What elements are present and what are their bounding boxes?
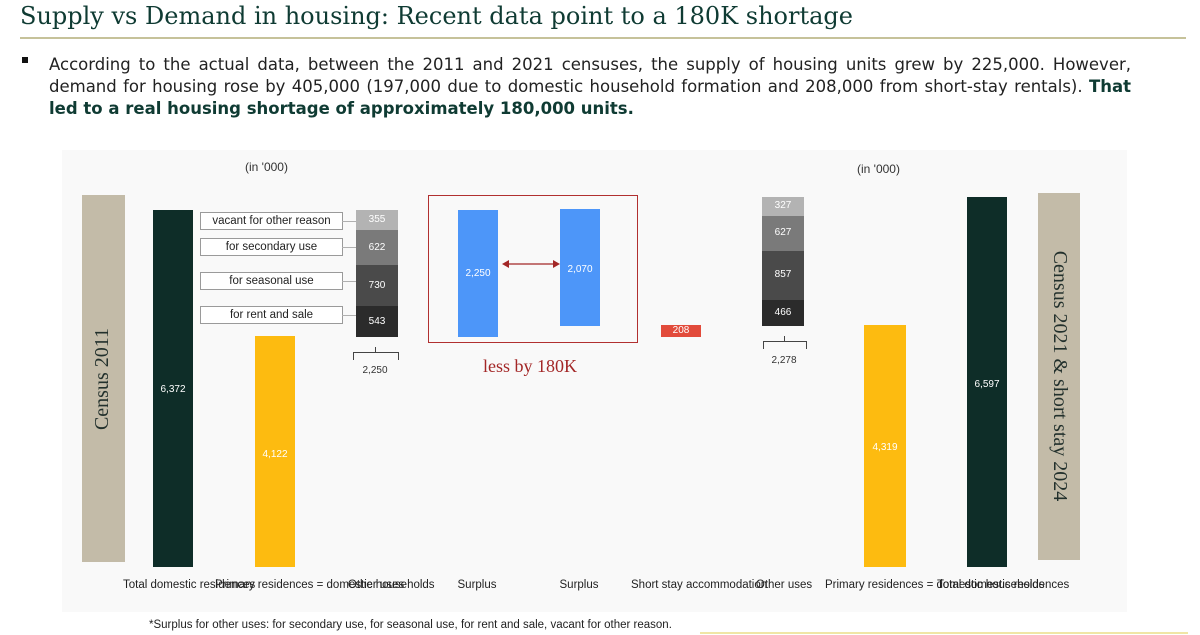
connector-seasonal [342, 281, 356, 282]
bar-short-stay [661, 325, 701, 337]
bar-total-2021 [967, 197, 1007, 567]
brace-2011-tick [375, 347, 376, 352]
value-surplus-2021: 2,070 [567, 264, 593, 275]
census-2021-label: Census 2021 & short stay 2024 [1049, 250, 1071, 502]
census-2021-band [1038, 193, 1080, 560]
cat-surplus-2021: Surplus [559, 579, 599, 591]
other-2011-segment-value-3: 622 [368, 241, 386, 253]
other-2021-segment-value-3: 627 [774, 227, 792, 239]
other-2021-segment-value-4: 327 [774, 200, 792, 212]
brace-2021 [763, 341, 807, 349]
bar-surplus-2021 [560, 209, 600, 326]
bottom-divider [700, 632, 1188, 634]
other-2011-segment-value-1: 543 [368, 315, 386, 327]
cat-other-2011: Other uses [347, 579, 405, 591]
connector-vacant [342, 221, 356, 222]
other-2011-segment-3 [356, 230, 398, 266]
intro-paragraph: According to the actual data, between th… [49, 54, 1131, 120]
bar-surplus-2011 [458, 210, 498, 337]
other-2011-segment-4 [356, 210, 398, 231]
census-2011-band [82, 195, 125, 562]
other-2011-segment-1 [356, 306, 398, 337]
title-divider [20, 37, 1186, 39]
intro-highlight: That led to a real housing shortage of a… [49, 77, 1132, 118]
value-total-2021: 6,597 [974, 379, 1000, 390]
bar-total-2011 [153, 210, 193, 567]
connector-secondary [342, 247, 356, 248]
footnote: *Surplus for other uses: for secondary u… [149, 619, 672, 631]
bullet-icon [22, 57, 28, 63]
page-title: Supply vs Demand in housing: Recent data… [20, 2, 853, 30]
bar-primary-2011 [255, 336, 295, 567]
unit-note-left: (in '000) [245, 160, 288, 174]
other-2021-segment-3 [762, 215, 804, 252]
cat-other-2021: Other uses [755, 579, 813, 591]
other-2021-segment-2 [762, 251, 804, 300]
tag-vacant: vacant for other reason [200, 212, 343, 230]
difference-arrow-icon [502, 260, 560, 268]
intro-text: According to the actual data, between th… [49, 55, 1131, 96]
connector-rent-sale [342, 315, 356, 316]
brace-2021-tick [784, 336, 785, 341]
cat-surplus-2011: Surplus [457, 579, 497, 591]
other-2011-segment-value-2: 730 [368, 279, 386, 291]
other-2021-segment-1 [762, 299, 804, 326]
census-2011-label: Census 2011 [91, 327, 113, 431]
cat-primary-2021: Primary residences = domestic households [825, 579, 1045, 591]
value-primary-2021: 4,319 [872, 442, 898, 453]
tag-secondary: for secondary use [200, 238, 343, 256]
surplus-comparison-box [428, 195, 638, 343]
other-2011-segment-2 [356, 265, 398, 307]
unit-note-right: (in '000) [857, 162, 900, 176]
value-short-stay: 208 [672, 325, 690, 336]
cat-total-2011: Total domestic residences [123, 579, 256, 591]
cat-short-stay: Short stay accommodation [631, 579, 768, 591]
value-surplus-2011: 2,250 [465, 268, 491, 279]
other-2021-segment-4 [762, 197, 804, 216]
tag-seasonal: for seasonal use [200, 272, 343, 290]
other-2021-segment-value-2: 857 [774, 269, 792, 281]
cat-total-2021: Total domestic residences [937, 579, 1070, 591]
tag-rent-sale: for rent and sale [200, 306, 343, 324]
other-2011-segment-value-4: 355 [368, 214, 386, 226]
difference-label: less by 180K [483, 356, 577, 376]
value-primary-2011: 4,122 [262, 449, 288, 460]
value-total-2011: 6,372 [160, 384, 186, 395]
brace-2021-total: 2,278 [771, 355, 797, 366]
brace-2011-total: 2,250 [362, 365, 388, 376]
cat-primary-2011: Primary residences = domestic households [215, 579, 435, 591]
brace-2011 [353, 352, 399, 360]
bar-primary-2021 [864, 325, 906, 567]
other-2021-segment-value-1: 466 [774, 306, 792, 318]
